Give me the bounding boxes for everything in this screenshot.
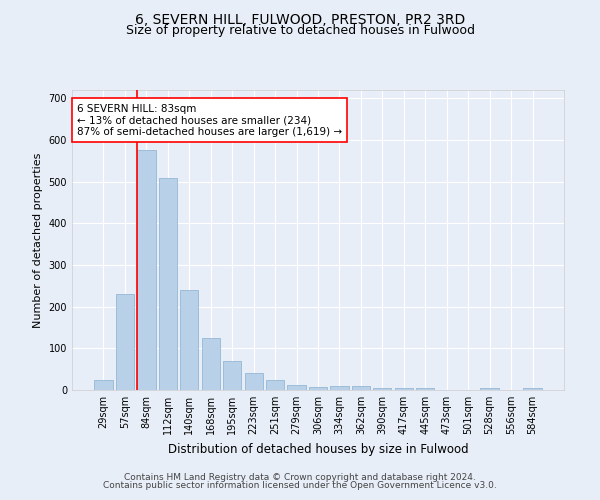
Bar <box>202 338 220 390</box>
Bar <box>331 386 349 390</box>
Bar <box>287 384 305 390</box>
Text: Distribution of detached houses by size in Fulwood: Distribution of detached houses by size … <box>167 442 469 456</box>
Bar <box>395 388 413 390</box>
Bar <box>137 150 155 390</box>
Bar <box>352 386 370 390</box>
Bar <box>523 388 542 390</box>
Bar <box>94 380 113 390</box>
Text: Contains HM Land Registry data © Crown copyright and database right 2024.: Contains HM Land Registry data © Crown c… <box>124 472 476 482</box>
Bar <box>245 374 263 390</box>
Text: 6, SEVERN HILL, FULWOOD, PRESTON, PR2 3RD: 6, SEVERN HILL, FULWOOD, PRESTON, PR2 3R… <box>135 12 465 26</box>
Bar <box>223 361 241 390</box>
Text: Size of property relative to detached houses in Fulwood: Size of property relative to detached ho… <box>125 24 475 37</box>
Text: Contains public sector information licensed under the Open Government Licence v3: Contains public sector information licen… <box>103 481 497 490</box>
Bar <box>416 388 434 390</box>
Y-axis label: Number of detached properties: Number of detached properties <box>33 152 43 328</box>
Bar <box>481 388 499 390</box>
Text: 6 SEVERN HILL: 83sqm
← 13% of detached houses are smaller (234)
87% of semi-deta: 6 SEVERN HILL: 83sqm ← 13% of detached h… <box>77 104 342 136</box>
Bar <box>180 290 199 390</box>
Bar <box>373 388 391 390</box>
Bar <box>309 386 327 390</box>
Bar <box>116 294 134 390</box>
Bar <box>159 178 177 390</box>
Bar <box>266 380 284 390</box>
